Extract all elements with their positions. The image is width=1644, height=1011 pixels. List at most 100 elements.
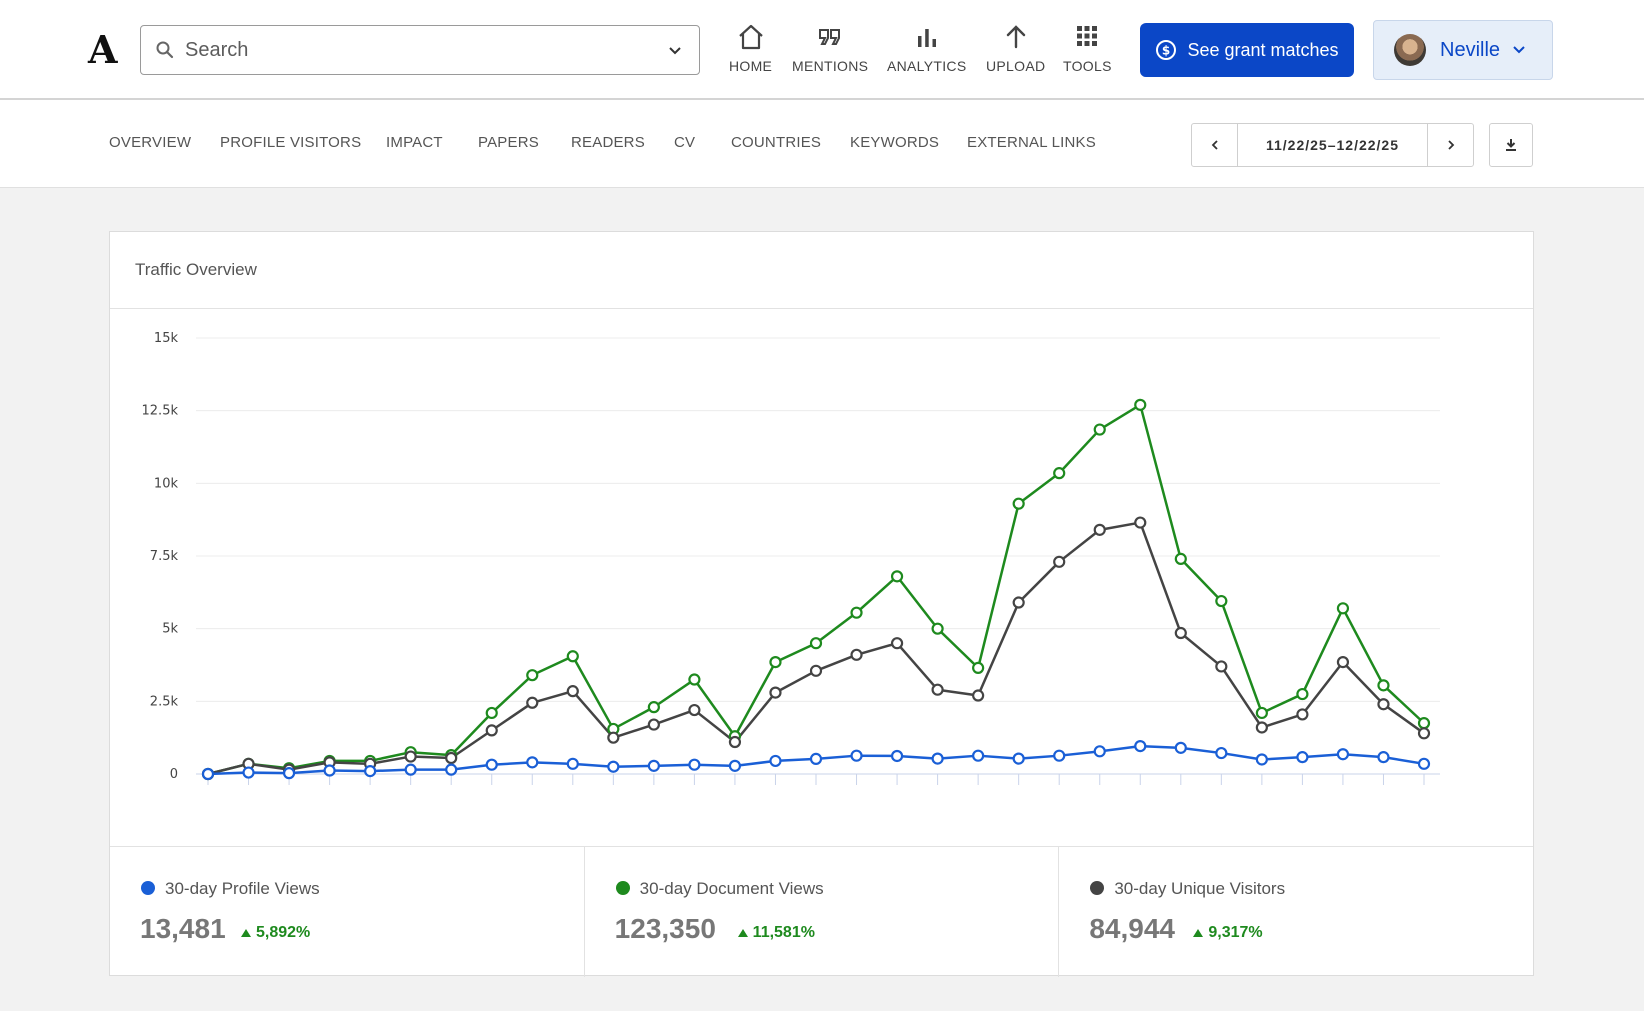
data-point-30-day-unique-visitors[interactable] [1296,708,1309,721]
date-range-label[interactable]: 11/22/25–12/22/25 [1237,124,1428,166]
user-menu-button[interactable]: Neville [1373,20,1553,80]
data-point-30-day-profile-views[interactable] [485,758,498,771]
data-point-30-day-profile-views[interactable] [1134,739,1147,753]
search-input[interactable] [185,38,655,62]
data-point-30-day-profile-views[interactable] [323,764,336,777]
data-point-30-day-profile-views[interactable] [607,760,620,773]
data-point-30-day-document-views[interactable] [809,637,823,650]
data-point-30-day-unique-visitors[interactable] [1134,516,1147,529]
data-point-30-day-profile-views[interactable] [769,754,782,768]
data-point-30-day-profile-views[interactable] [1417,757,1431,770]
data-point-30-day-profile-views[interactable] [404,763,417,776]
tab-impact[interactable]: IMPACT [386,134,443,151]
tab-external-links[interactable]: EXTERNAL LINKS [967,134,1096,151]
data-point-30-day-unique-visitors[interactable] [688,703,701,717]
data-point-30-day-profile-views[interactable] [850,749,863,762]
data-point-30-day-profile-views[interactable] [1296,751,1309,764]
data-point-30-day-unique-visitors[interactable] [1053,555,1066,568]
data-point-30-day-document-views[interactable] [566,650,579,663]
data-point-30-day-document-views[interactable] [1255,706,1268,720]
data-point-30-day-document-views[interactable] [1053,467,1066,480]
data-point-30-day-unique-visitors[interactable] [1093,523,1106,536]
data-point-30-day-profile-views[interactable] [688,758,701,771]
data-point-30-day-profile-views[interactable] [364,764,377,778]
data-point-30-day-document-views[interactable] [769,655,782,669]
see-grant-matches-button[interactable]: $ See grant matches [1140,23,1354,77]
next-range-button[interactable] [1428,124,1473,166]
data-point-30-day-document-views[interactable] [1215,594,1228,608]
data-point-30-day-profile-views[interactable] [1336,748,1350,761]
data-point-30-day-unique-visitors[interactable] [809,664,823,677]
tab-overview[interactable]: OVERVIEW [109,134,192,151]
nav-home[interactable]: HOME [729,22,772,78]
data-point-30-day-document-views[interactable] [1174,552,1187,566]
data-point-30-day-profile-views[interactable] [1215,746,1228,760]
tab-profile-visitors[interactable]: PROFILE VISITORS [220,134,362,151]
data-point-30-day-unique-visitors[interactable] [607,731,620,744]
data-point-30-day-profile-views[interactable] [972,749,985,762]
data-point-30-day-unique-visitors[interactable] [1377,698,1390,711]
chevron-down-icon[interactable] [667,43,683,59]
data-point-30-day-unique-visitors[interactable] [1215,660,1228,673]
nav-upload[interactable]: UPLOAD [986,22,1045,78]
nav-tools[interactable]: TOOLS [1063,22,1112,78]
data-point-30-day-document-views[interactable] [931,622,944,635]
data-point-30-day-profile-views[interactable] [728,759,742,772]
data-point-30-day-document-views[interactable] [647,701,660,714]
data-point-30-day-profile-views[interactable] [1174,741,1187,754]
data-point-30-day-document-views[interactable] [1296,687,1309,701]
data-point-30-day-profile-views[interactable] [201,767,215,781]
data-point-30-day-document-views[interactable] [526,669,539,682]
data-point-30-day-profile-views[interactable] [445,763,458,776]
data-point-30-day-profile-views[interactable] [1377,751,1390,764]
tab-keywords[interactable]: KEYWORDS [850,134,940,151]
data-point-30-day-profile-views[interactable] [1093,745,1106,758]
data-point-30-day-profile-views[interactable] [1012,752,1025,765]
data-point-30-day-unique-visitors[interactable] [1417,727,1431,740]
data-point-30-day-unique-visitors[interactable] [526,696,539,709]
data-point-30-day-unique-visitors[interactable] [1174,626,1187,640]
data-point-30-day-document-views[interactable] [1012,497,1025,510]
data-point-30-day-profile-views[interactable] [647,759,660,772]
data-point-30-day-document-views[interactable] [1417,717,1431,730]
data-point-30-day-profile-views[interactable] [242,766,255,779]
data-point-30-day-document-views[interactable] [972,661,985,675]
data-point-30-day-document-views[interactable] [890,570,904,583]
tab-readers[interactable]: READERS [571,134,645,151]
search-box[interactable] [140,25,700,75]
data-point-30-day-profile-views[interactable] [1255,753,1268,766]
tab-cv[interactable]: CV [674,134,696,151]
data-point-30-day-unique-visitors[interactable] [728,735,742,749]
data-point-30-day-profile-views[interactable] [1053,749,1066,762]
data-point-30-day-profile-views[interactable] [566,757,579,770]
download-button[interactable] [1489,123,1533,167]
data-point-30-day-profile-views[interactable] [809,752,823,765]
data-point-30-day-document-views[interactable] [1093,423,1106,436]
data-point-30-day-unique-visitors[interactable] [972,689,985,702]
data-point-30-day-unique-visitors[interactable] [485,724,498,737]
data-point-30-day-unique-visitors[interactable] [566,685,579,698]
data-point-30-day-profile-views[interactable] [282,767,296,780]
data-point-30-day-document-views[interactable] [485,706,498,720]
data-point-30-day-profile-views[interactable] [526,756,539,769]
data-point-30-day-document-views[interactable] [850,606,863,619]
data-point-30-day-document-views[interactable] [1134,398,1147,411]
data-point-30-day-unique-visitors[interactable] [890,637,904,650]
previous-range-button[interactable] [1192,124,1237,166]
data-point-30-day-unique-visitors[interactable] [1336,655,1350,669]
data-point-30-day-document-views[interactable] [1336,602,1350,615]
data-point-30-day-unique-visitors[interactable] [445,751,458,765]
data-point-30-day-profile-views[interactable] [890,749,904,763]
data-point-30-day-unique-visitors[interactable] [850,648,863,661]
data-point-30-day-document-views[interactable] [688,673,701,686]
nav-mentions[interactable]: MENTIONS [792,22,868,78]
site-logo[interactable]: A [88,27,118,72]
data-point-30-day-unique-visitors[interactable] [931,683,944,696]
tab-papers[interactable]: PAPERS [478,134,539,151]
data-point-30-day-unique-visitors[interactable] [404,750,417,763]
data-point-30-day-document-views[interactable] [1377,679,1390,692]
nav-analytics[interactable]: ANALYTICS [887,22,966,78]
data-point-30-day-unique-visitors[interactable] [647,718,660,731]
data-point-30-day-profile-views[interactable] [931,752,944,765]
data-point-30-day-unique-visitors[interactable] [769,686,782,699]
